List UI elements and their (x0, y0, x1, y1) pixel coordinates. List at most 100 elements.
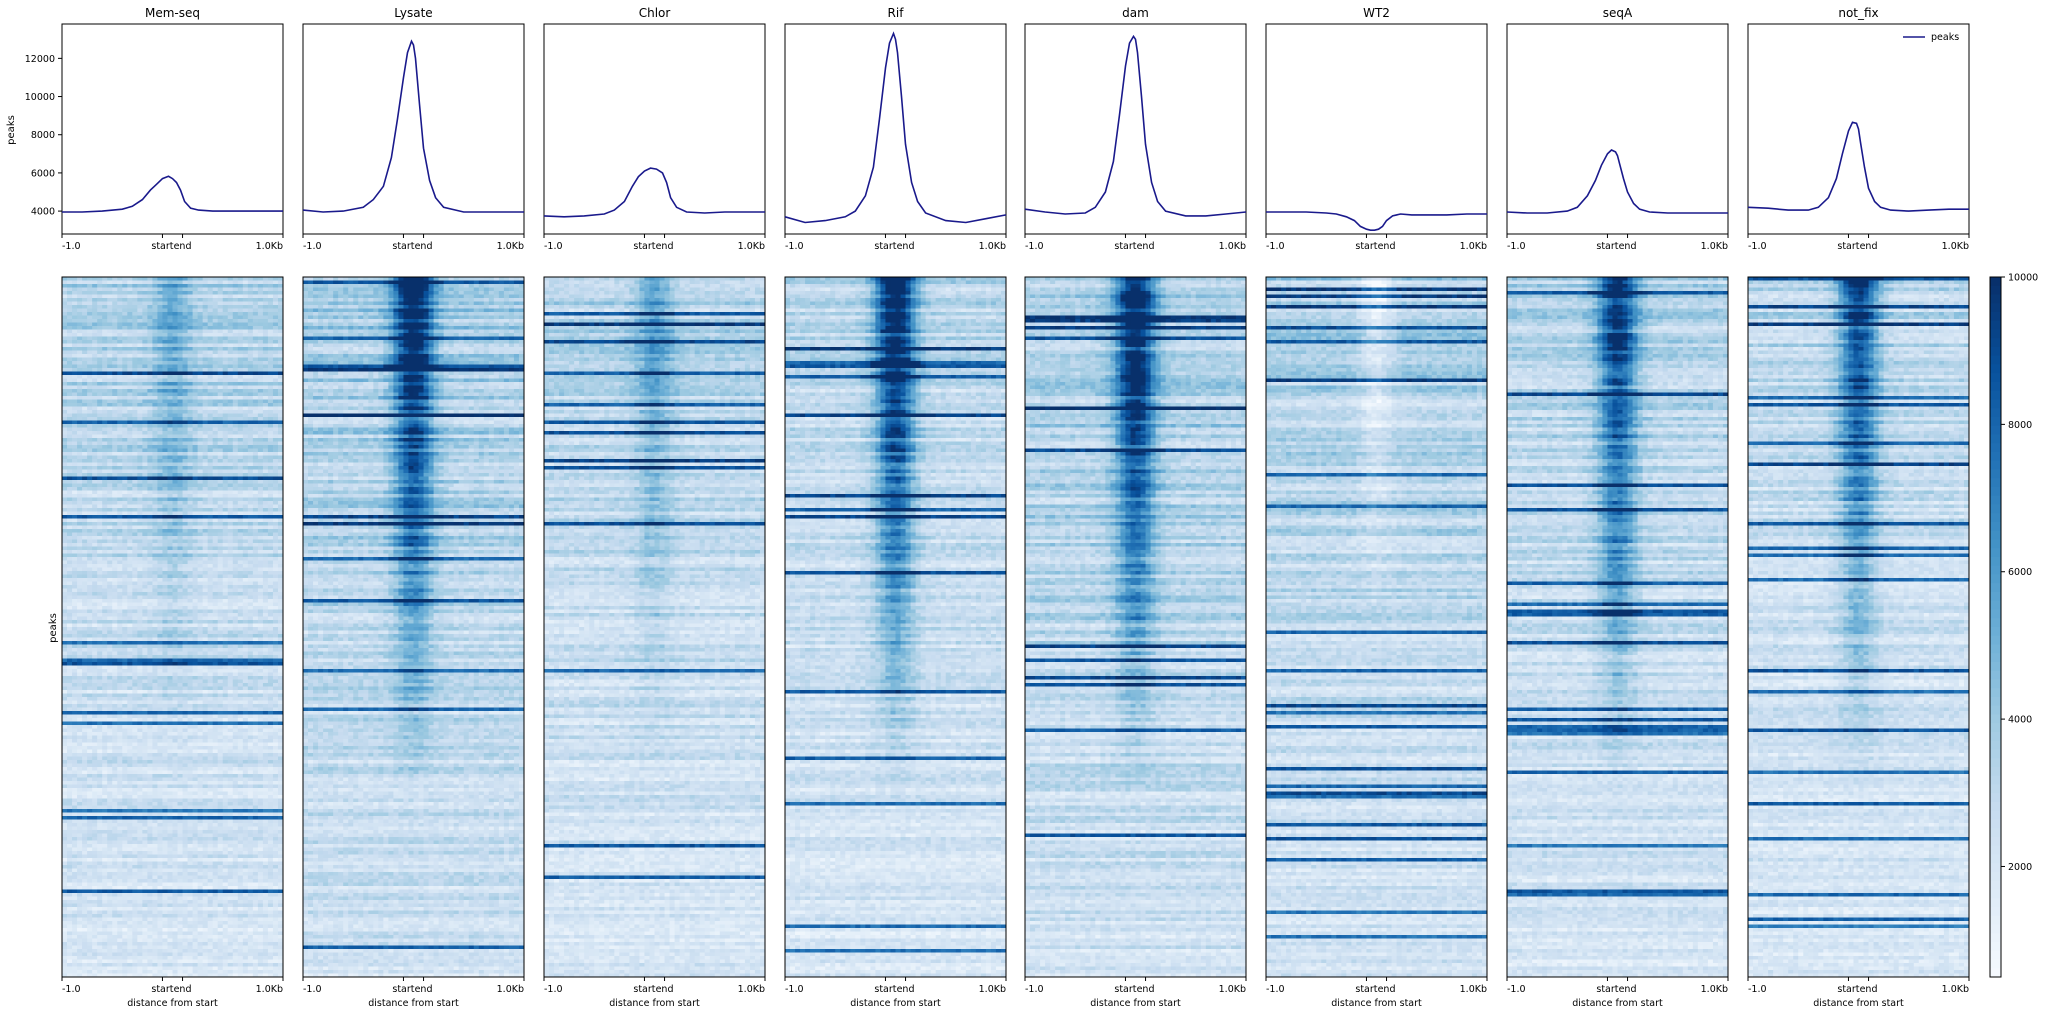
heatmap-cell (193, 298, 199, 302)
heatmap-cell (107, 606, 113, 610)
heatmap-cell (208, 372, 214, 376)
heatmap-cell (258, 522, 264, 526)
heatmap-cell (167, 498, 173, 502)
heatmap-cell (218, 620, 224, 624)
heatmap-cell (97, 554, 103, 558)
heatmap-cell (198, 554, 204, 558)
heatmap-cell (127, 491, 133, 495)
heatmap-cell (162, 417, 168, 421)
heatmap-cell (228, 393, 234, 397)
heatmap-cell (228, 617, 234, 621)
heatmap-cell (218, 298, 224, 302)
heatmap-cell (152, 592, 158, 596)
heatmap-cell (193, 295, 199, 299)
heatmap-cell (268, 347, 274, 351)
heatmap-cell (87, 487, 93, 491)
heatmap-cell (97, 470, 103, 474)
heatmap-cell (137, 498, 143, 502)
heatmap-cell (102, 316, 108, 320)
heatmap-cell (132, 641, 138, 645)
heatmap-cell (162, 529, 168, 533)
heatmap-cell (198, 456, 204, 460)
heatmap-cell (137, 435, 143, 439)
heatmap-cell (72, 631, 78, 635)
heatmap-cell (203, 452, 209, 456)
heatmap-cell (213, 358, 219, 362)
heatmap-cell (112, 414, 118, 418)
heatmap-cell (132, 659, 138, 663)
heatmap-cell (178, 638, 184, 642)
heatmap-cell (268, 540, 274, 544)
heatmap-cell (157, 652, 163, 656)
heatmap-cell (67, 354, 73, 358)
heatmap-cell (223, 375, 229, 379)
heatmap-cell (193, 582, 199, 586)
heatmap-cell (62, 389, 68, 393)
heatmap-cell (223, 326, 229, 330)
profile-frame (1266, 24, 1487, 234)
heatmap-cell (253, 382, 259, 386)
heatmap-cell (193, 659, 199, 663)
heatmap-cell (238, 592, 244, 596)
heatmap-cell (122, 498, 128, 502)
heatmap-cell (132, 564, 138, 568)
heatmap-cell (97, 277, 103, 281)
heatmap-cell (253, 459, 259, 463)
heatmap-cell (97, 568, 103, 572)
heatmap-cell (127, 554, 133, 558)
heatmap-cell (122, 358, 128, 362)
heatmap-cell (82, 508, 88, 512)
heatmap-cell (137, 445, 143, 449)
heatmap-cell (142, 554, 148, 558)
heatmap-cell (238, 435, 244, 439)
heatmap-cell (107, 316, 113, 320)
heatmap-cell (167, 344, 173, 348)
heatmap-cell (173, 662, 179, 666)
heatmap-cell (198, 410, 204, 414)
y-tick-label: 4000 (31, 207, 55, 218)
x-tick-label: 1.0Kb (738, 241, 765, 252)
heatmap-cell (263, 323, 269, 327)
heatmap-cell (228, 326, 234, 330)
heatmap-cell (137, 533, 143, 537)
heatmap-cell (243, 505, 249, 509)
heatmap-cell (273, 473, 279, 477)
heatmap-cell (107, 613, 113, 617)
heatmap-cell (142, 526, 148, 530)
heatmap-cell (173, 533, 179, 537)
heatmap-cell (238, 319, 244, 323)
heatmap-cell (193, 361, 199, 365)
heatmap-cell (72, 295, 78, 299)
heatmap-cell (167, 613, 173, 617)
heatmap-cell (92, 312, 98, 316)
heatmap-cell (127, 340, 133, 344)
heatmap-cell (233, 491, 239, 495)
heatmap-cell (77, 389, 83, 393)
heatmap-cell (62, 585, 68, 589)
heatmap-cell (213, 417, 219, 421)
heatmap-cell (233, 319, 239, 323)
heatmap-cell (268, 326, 274, 330)
heatmap-cell (173, 281, 179, 285)
heatmap-cell (167, 508, 173, 512)
heatmap-cell (112, 410, 118, 414)
heatmap-cell (102, 305, 108, 309)
heatmap-cell (77, 585, 83, 589)
heatmap-cell (253, 449, 259, 453)
heatmap-cell (157, 386, 163, 390)
heatmap-cell (87, 365, 93, 369)
heatmap-cell (233, 333, 239, 337)
heatmap-cell (97, 526, 103, 530)
heatmap-cell (213, 291, 219, 295)
heatmap-cell (162, 554, 168, 558)
heatmap-cell (233, 592, 239, 596)
heatmap-cell (223, 571, 229, 575)
heatmap-cell (92, 634, 98, 638)
heatmap-cell (268, 641, 274, 645)
heatmap-cell (248, 326, 254, 330)
heatmap-cell (82, 536, 88, 540)
heatmap-cell (228, 564, 234, 568)
heatmap-cell (238, 487, 244, 491)
heatmap-cell (102, 515, 108, 519)
heatmap-cell (238, 498, 244, 502)
